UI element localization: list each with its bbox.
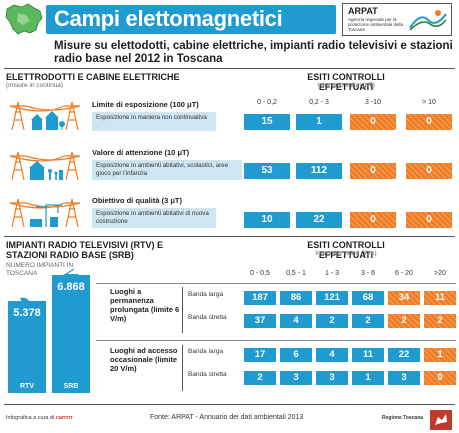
value-cell: 0 [406,163,452,179]
credit-name: carrrrr [55,415,73,421]
value-cell: 2 [388,314,420,328]
col-header: >20 [434,270,446,277]
col-header: 6 - 20 [395,270,413,277]
footer-region: Regione Toscana [382,415,424,421]
rtv-label: RTV [20,383,34,390]
value-cell: 1 [424,348,456,362]
value-cell: 86 [280,291,312,305]
section-note-elettrodotti: (misure in continua) [6,82,64,89]
group-label: Luoghi ad accesso occasionale (limite 20… [110,346,178,373]
divider [4,404,455,405]
value-cell: 2 [316,314,348,328]
power-line-school-icon [9,151,81,180]
col-header: 0,2 - 3 [309,99,329,106]
value-cell: 0 [350,163,396,179]
count-note: NUMERO IMPIANTI IN TOSCANA [6,262,74,277]
band-label: Banda stretta [188,371,227,378]
col-header: 3 - 6 [360,270,375,277]
power-line-houses-icon [9,101,81,130]
esiti-title-1: ESITI CONTROLLI EFFETTUATI [307,72,385,92]
tuscany-map-icon [5,3,43,35]
value-cell: 3 [388,371,420,385]
value-cell: 17 [244,348,276,362]
divider [96,340,456,341]
value-cell: 0 [424,371,456,385]
value-cell: 68 [352,291,384,305]
value-cell: 3 [316,371,348,385]
band-label: Banda larga [188,348,224,355]
footer: Infografica a cura di carrrrr Fonte: ARP… [0,408,459,433]
row-label: Limite di esposizione (100 μT) [92,100,199,109]
divider [4,68,455,69]
power-line-construction-icon [9,198,81,227]
value-cell: 4 [280,314,312,328]
value-cell: 0 [406,114,452,130]
value-cell: 187 [244,291,276,305]
value-cell: 0 [350,114,396,130]
bracket [182,287,183,333]
value-cell: 2 [352,314,384,328]
page-title: Campi elettomagnetici [54,6,283,31]
col-header: > 10 [422,99,436,106]
value-cell: 53 [244,163,290,179]
value-cell: 11 [424,291,456,305]
value-cell: 2 [244,371,276,385]
subtitle: Misure su elettodotti, cabine elettriche… [54,40,453,65]
value-cell: 0 [350,212,396,228]
group-label: Luoghi a permanenza prolungata (limite 6… [110,287,180,323]
arpat-logo: ARPAT Agenzia regionale per la protezion… [342,3,452,36]
value-cell: 1 [296,114,342,130]
value-cell: 2 [424,314,456,328]
title-bar: Campi elettomagnetici [46,5,336,34]
value-cell: 6 [280,348,312,362]
value-cell: 112 [296,163,342,179]
footer-source: Fonte: ARPAT - Annuario dei dati ambient… [150,414,304,421]
row-description: Esposizione in ambienti abitativi di nuo… [92,208,216,228]
credit-prefix: Infografica a cura di [6,415,55,421]
row-label: Valore di attenzione (10 μT) [92,148,190,157]
value-cell: 22 [296,212,342,228]
col-header: 0 - 0,5 [250,270,270,277]
col-header: 0 - 0,2 [257,99,277,106]
esiti-note-1: Intervallo valori (μT) [317,82,375,89]
row-label: Obiettivo di qualità (3 μT) [92,196,183,205]
value-cell: 4 [316,348,348,362]
srb-value: 6.868 [57,281,85,293]
esiti-title-2: ESITI CONTROLLI EFFETTUATI [307,240,385,260]
logo-name: ARPAT [348,6,378,16]
value-cell: 22 [388,348,420,362]
bracket [182,345,183,391]
band-label: Banda larga [188,291,224,298]
row-description: Esposizione in maniera non continuativa [92,112,216,131]
header: Campi elettomagnetici ARPAT Agenzia regi… [0,0,459,36]
col-header: 1 - 3 [324,270,339,277]
srb-bar: 6.868 SRB [52,275,90,393]
value-cell: 15 [244,114,290,130]
rtv-value: 5.378 [13,307,41,319]
value-cell: 10 [244,212,290,228]
value-cell: 0 [406,212,452,228]
rtv-bar: 5.378 RTV [8,301,46,393]
value-cell: 37 [244,314,276,328]
value-cell: 3 [280,371,312,385]
value-cell: 11 [352,348,384,362]
value-cell: 34 [388,291,420,305]
col-header: 0,5 - 1 [286,270,306,277]
section-title-radio: IMPIANTI RADIO TELEVISIVI (RTV) E STAZIO… [6,240,164,260]
value-cell: 121 [316,291,348,305]
band-label: Banda stretta [188,314,227,321]
pegasus-logo-icon [430,410,452,430]
row-description: Esposizione in ambienti abitativi, scola… [92,160,242,180]
srb-label: SRB [63,383,79,390]
logo-subtitle: Agenzia regionale per la protezione ambi… [348,17,404,32]
section-title-elettrodotti: ELETTRODOTTI E CABINE ELETTRICHE [6,72,180,82]
footer-credit: Infografica a cura di carrrrr [6,415,73,421]
value-cell: 1 [352,371,384,385]
divider [96,283,456,284]
esiti-note-2: Intervallo valori (V/m) [315,250,377,257]
divider [4,236,455,237]
col-header: 3 -10 [365,99,381,106]
arpat-emblem-icon [409,10,447,31]
